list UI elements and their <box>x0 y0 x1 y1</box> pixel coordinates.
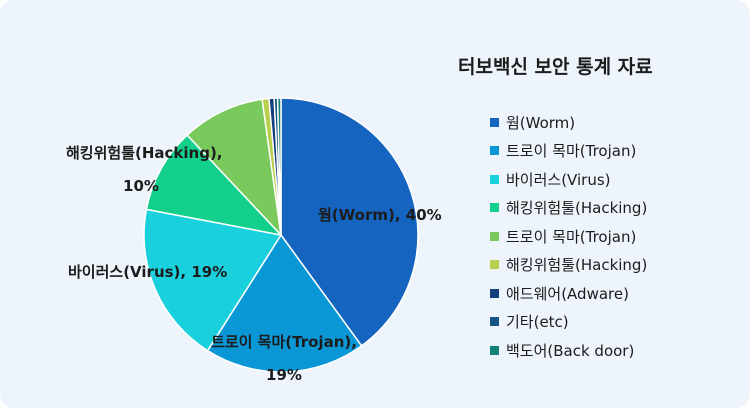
legend-swatch <box>490 288 499 298</box>
legend-swatch <box>490 117 499 127</box>
legend-item: 기타(etc) <box>490 308 647 337</box>
pie-slice-3 <box>143 208 282 352</box>
data-label-worm: 웜(Worm), 40% <box>318 204 442 226</box>
pie-slice-2 <box>206 234 363 373</box>
legend-item: 웜(Worm) <box>490 108 647 137</box>
legend-swatch <box>490 174 499 184</box>
legend: 웜(Worm) 트로이 목마(Trojan) 바이러스(Virus) 해킹위험툴… <box>490 108 647 365</box>
legend-item: 해킹위험툴(Hacking) <box>490 251 647 280</box>
data-label-line: 10% <box>123 177 159 195</box>
data-label-line: 해킹위험툴(Hacking), <box>66 144 223 162</box>
legend-label: 백도어(Back door) <box>506 341 635 360</box>
legend-item: 해킹위험툴(Hacking) <box>490 194 647 223</box>
data-label-line: 트로이 목마(Trojan), <box>211 333 357 351</box>
legend-title: 터보백신 보안 통계 자료 <box>458 56 653 78</box>
legend-label: 해킹위험툴(Hacking) <box>506 256 648 275</box>
data-label-line: 19% <box>266 366 302 384</box>
legend-label: 웜(Worm) <box>506 113 576 132</box>
legend-swatch <box>490 317 499 327</box>
legend-label: 애드웨어(Adware) <box>506 284 629 303</box>
data-label-trojan: 트로이 목마(Trojan), 19% <box>209 331 359 386</box>
data-label-line: 바이러스(Virus), 19% <box>68 263 228 281</box>
pie-slice-9 <box>276 97 282 236</box>
data-label-virus: 바이러스(Virus), 19% <box>68 261 227 283</box>
legend-item: 바이러스(Virus) <box>490 165 647 194</box>
legend-swatch <box>490 345 499 355</box>
legend-label: 해킹위험툴(Hacking) <box>506 199 648 218</box>
data-label-line: 웜(Worm), 40% <box>318 206 442 224</box>
legend-label: 기타(etc) <box>506 313 569 332</box>
legend-swatch <box>490 203 499 213</box>
legend-item: 애드웨어(Adware) <box>490 279 647 308</box>
pie-slice-5 <box>186 98 282 236</box>
legend-label: 트로이 목마(Trojan) <box>506 227 637 246</box>
legend-item: 백도어(Back door) <box>490 336 647 365</box>
legend-item: 트로이 목마(Trojan) <box>490 137 647 166</box>
pie-slice-1 <box>280 97 419 347</box>
data-label-hacking: 해킹위험툴(Hacking), 10% <box>66 142 223 197</box>
legend-item: 트로이 목마(Trojan) <box>490 222 647 251</box>
legend-swatch <box>490 146 499 156</box>
legend-swatch <box>490 231 499 241</box>
legend-swatch <box>490 260 499 270</box>
legend-label: 트로이 목마(Trojan) <box>506 142 637 161</box>
legend-label: 바이러스(Virus) <box>506 170 611 189</box>
pie-slice-4 <box>145 134 282 236</box>
